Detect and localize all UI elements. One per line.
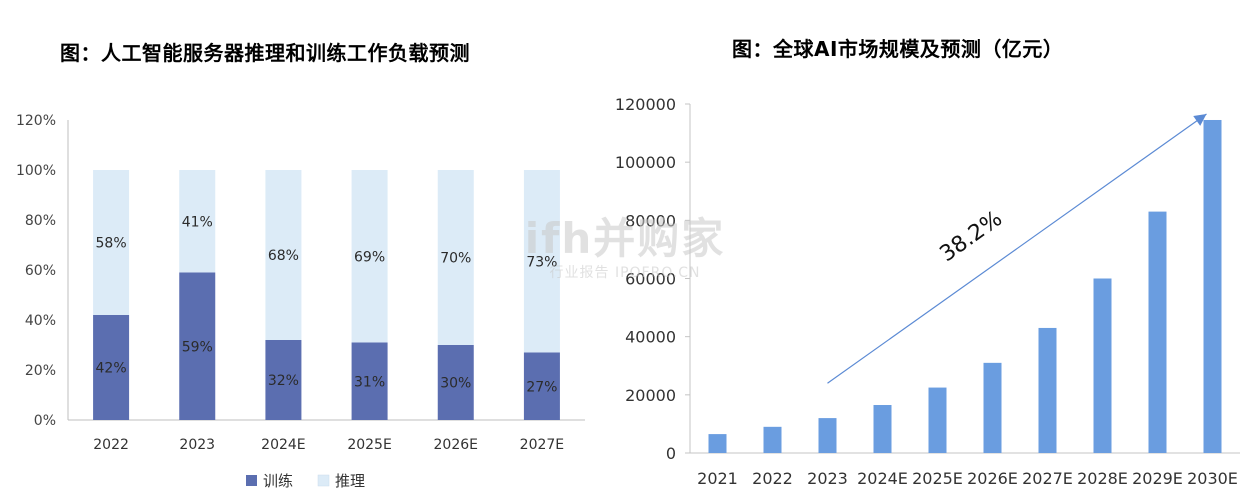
left-data-label-infer: 70% [440,251,471,267]
right-y-tick-label: 60000 [625,270,676,289]
left-data-label-train: 42% [96,361,127,377]
left-data-label-infer: 68% [268,248,299,264]
left-data-label-infer: 69% [354,249,385,265]
left-bar-train [523,352,560,420]
left-bar-infer [351,170,388,343]
right-x-tick-label: 2026E [967,469,1018,488]
left-data-label-infer: 58% [96,236,127,252]
left-data-label-infer: 41% [182,214,213,230]
right-x-tick-label: 2027E [1022,469,1073,488]
right-x-tick-label: 2025E [912,469,963,488]
right-bar [763,426,782,453]
right-bar [1203,119,1222,453]
left-bar-train [93,315,130,420]
left-x-tick-label: 2022 [93,437,129,453]
left-y-tick-label: 60% [25,263,56,279]
left-data-label-infer: 73% [526,254,557,270]
left-bar-infer [93,170,130,315]
right-y-tick-label: 40000 [625,328,676,347]
right-bar [873,405,892,453]
left-x-tick-label: 2024E [261,437,305,453]
right-bar [983,362,1002,453]
right-x-tick-label: 2030E [1187,469,1238,488]
growth-rate-annotation: 38.2% [936,206,1007,267]
left-data-label-train: 59% [182,339,213,355]
left-bar-infer [265,170,302,340]
left-x-tick-label: 2027E [520,437,564,453]
left-y-tick-label: 80% [25,213,56,229]
right-y-tick-label: 0 [666,444,676,463]
workload-stacked-bar-chart: 0% 20% 40% 60% 80% 100% 120% 42% 58% 2022 59% 41% 20… [16,113,585,490]
left-y-tick-label: 20% [25,363,56,379]
right-x-tick-label: 2028E [1077,469,1128,488]
right-x-tick-label: 2021 [697,469,738,488]
left-bar-train [437,345,474,420]
right-y-tick-label: 80000 [625,211,676,230]
left-data-label-train: 27% [526,379,557,395]
right-bar [1093,278,1112,453]
right-bar [928,387,947,453]
right-bar [818,418,837,453]
left-y-tick-label: 0% [34,413,56,429]
right-chart-title: 图：全球AI市场规模及预测（亿元） [732,37,1064,61]
right-x-tick-label: 2024E [857,469,908,488]
left-data-label-train: 31% [354,374,385,390]
right-x-tick-label: 2029E [1132,469,1183,488]
left-bar-train [265,340,302,420]
left-x-tick-label: 2023 [179,437,215,453]
right-x-tick-label: 2023 [807,469,848,488]
left-bar-infer [437,170,474,345]
right-y-tick-label: 20000 [625,386,676,405]
legend-swatch-train [246,475,257,486]
left-y-tick-label: 40% [25,313,56,329]
legend-swatch-infer [317,474,330,487]
right-y-tick-label: 120000 [615,95,676,114]
left-bar-infer [523,170,560,353]
left-chart-title: 图：人工智能服务器推理和训练工作负载预测 [60,41,470,65]
right-bar [708,434,727,453]
trend-arrow-head [1193,113,1207,126]
left-data-label-train: 30% [440,376,471,392]
right-y-tick-label: 100000 [615,153,676,172]
left-x-tick-label: 2025E [347,437,391,453]
left-bar-train [179,272,216,420]
left-bar-train [351,342,388,420]
right-x-tick-label: 2022 [752,469,793,488]
left-y-tick-label: 120% [16,113,56,129]
left-y-tick-label: 100% [16,163,56,179]
trend-arrow-line [827,113,1207,384]
right-bar [1148,211,1167,453]
legend-label-train: 训练 [263,472,293,490]
legend-label-infer: 推理 [335,472,365,490]
left-x-tick-label: 2026E [434,437,478,453]
left-bar-infer [179,170,216,273]
left-data-label-train: 32% [268,373,299,389]
right-bar [1038,327,1057,453]
